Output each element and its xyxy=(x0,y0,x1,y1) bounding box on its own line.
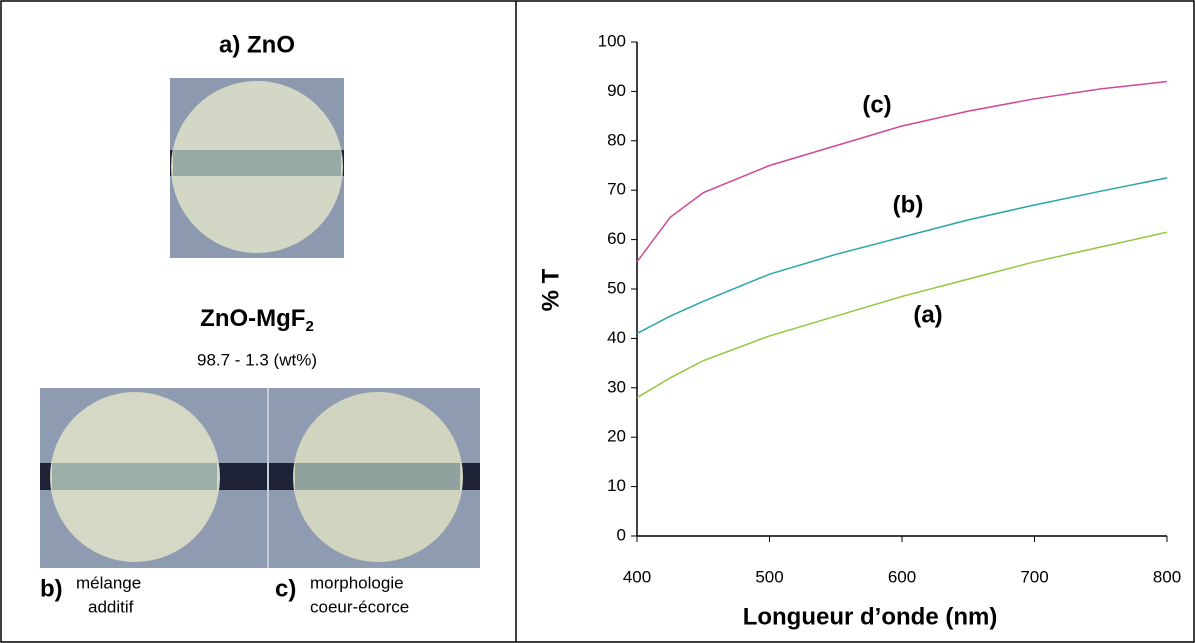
caption-text: morphologie xyxy=(310,573,404,592)
y-tick-label: 80 xyxy=(607,130,626,149)
x-tick-label: 500 xyxy=(755,567,783,586)
series-label: (b) xyxy=(893,191,924,218)
y-tick-label: 90 xyxy=(607,81,626,100)
y-tick-label: 100 xyxy=(598,31,626,50)
series-line xyxy=(636,177,1168,335)
y-tick-label: 40 xyxy=(607,328,626,347)
composite-sub: 2 xyxy=(305,318,313,335)
series-label: (c) xyxy=(862,91,891,118)
caption-text: mélange xyxy=(76,573,141,592)
y-tick-label: 70 xyxy=(607,180,626,199)
x-axis-label: Longueur d’onde (nm) xyxy=(743,603,998,630)
composition: 98.7 - 1.3 (wt%) xyxy=(197,350,317,369)
caption-letter: c) xyxy=(275,575,296,602)
composite-label: ZnO-MgF2 xyxy=(200,305,314,335)
y-tick-label: 30 xyxy=(607,377,626,396)
y-tick-label: 60 xyxy=(607,229,626,248)
series-line xyxy=(636,80,1168,263)
y-tick-label: 0 xyxy=(617,525,626,544)
y-tick-label: 50 xyxy=(607,278,626,297)
y-tick-label: 10 xyxy=(607,476,626,495)
y-tick-label: 20 xyxy=(607,427,626,446)
x-tick-label: 700 xyxy=(1020,567,1048,586)
composite-main: ZnO-MgF xyxy=(200,305,305,332)
photo-zno xyxy=(170,78,344,258)
photo-composites xyxy=(40,388,480,568)
x-tick-label: 400 xyxy=(623,567,651,586)
caption-letter: b) xyxy=(40,575,63,602)
series-label: (a) xyxy=(913,301,942,328)
caption-text: additif xyxy=(88,597,134,616)
x-tick-label: 600 xyxy=(888,567,916,586)
series-line xyxy=(636,231,1168,399)
y-axis-label: % T xyxy=(537,268,564,311)
caption-text: coeur-écorce xyxy=(310,597,409,616)
x-tick-label: 800 xyxy=(1153,567,1181,586)
sample-label: a) ZnO xyxy=(219,31,295,58)
